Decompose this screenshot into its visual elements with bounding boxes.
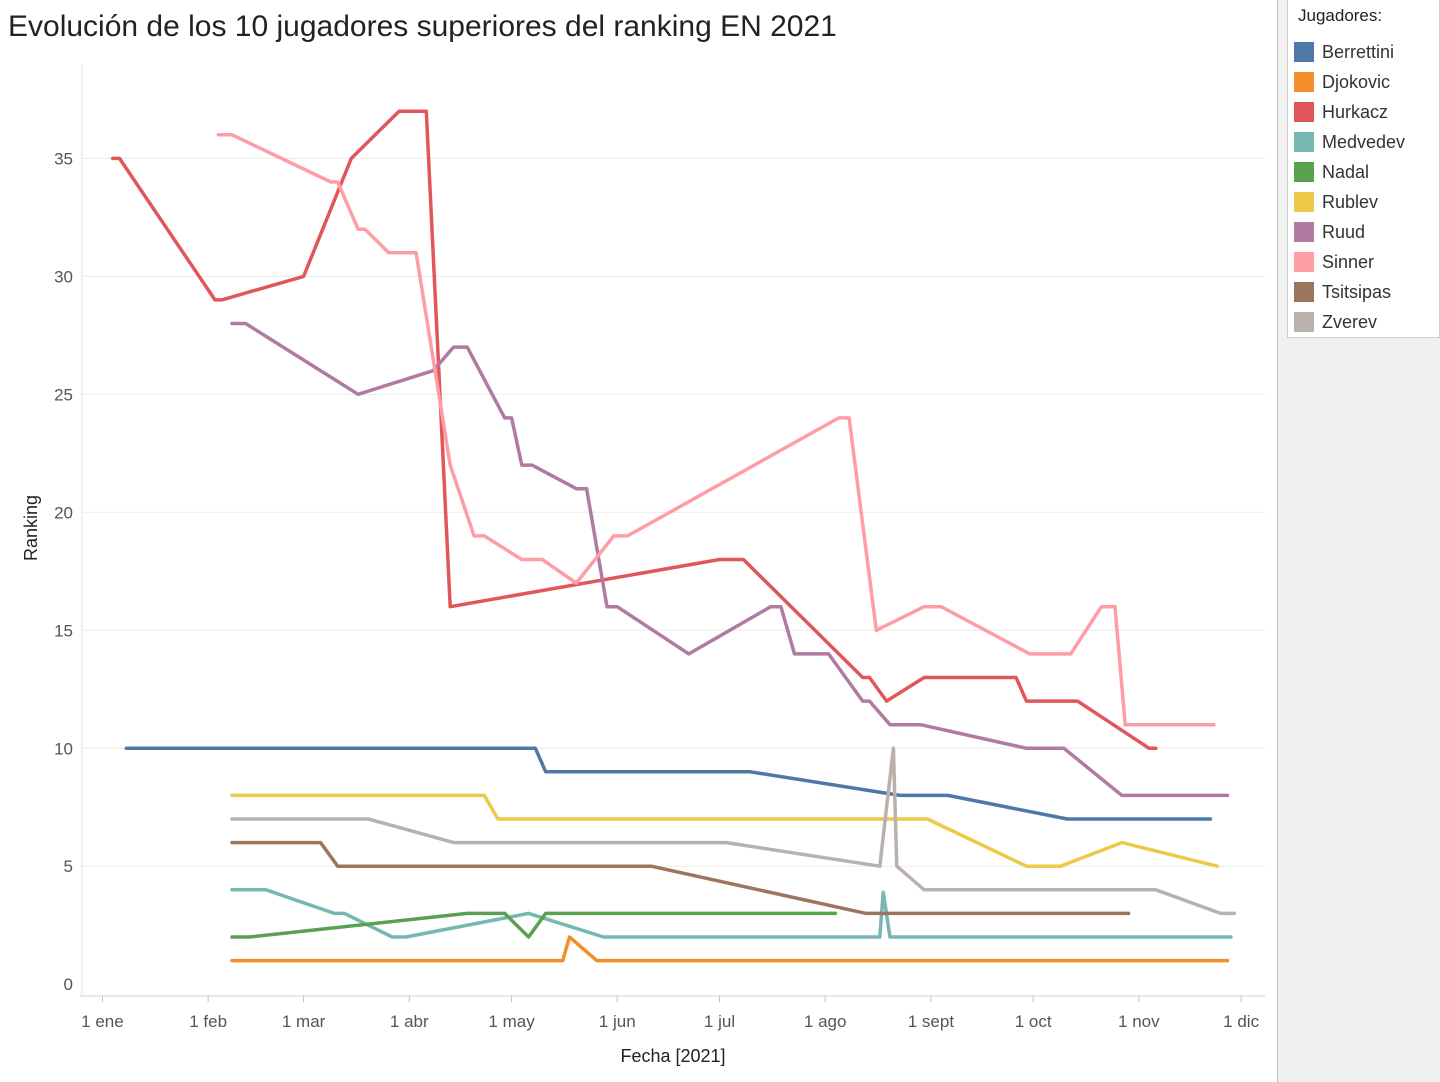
y-tick-label: 5 — [64, 857, 73, 876]
legend-item-nadal[interactable]: Nadal — [1294, 159, 1369, 185]
legend-title: Jugadores: — [1298, 6, 1383, 25]
x-tick-label: 1 may — [488, 1012, 535, 1031]
legend-item-tsitsipas[interactable]: Tsitsipas — [1294, 279, 1391, 305]
x-tick-label: 1 oct — [1015, 1012, 1052, 1031]
legend-swatch — [1294, 42, 1314, 62]
legend-swatch — [1294, 102, 1314, 122]
series-line-berrettini[interactable] — [124, 746, 1213, 821]
legend-label: Rublev — [1322, 191, 1379, 212]
y-tick-label: 20 — [54, 503, 73, 522]
x-tick-label: 1 feb — [189, 1012, 227, 1031]
x-tick-label: 1 jul — [704, 1012, 735, 1031]
series-line-ruud[interactable] — [230, 321, 1230, 798]
series-line-hurkacz[interactable] — [110, 109, 1158, 751]
legend-swatch — [1294, 282, 1314, 302]
x-tick-label: 1 sept — [908, 1012, 955, 1031]
legend-label: Sinner — [1322, 251, 1375, 272]
y-tick-label: 25 — [54, 385, 73, 404]
series-line-tsitsipas[interactable] — [230, 840, 1131, 916]
y-tick-label: 35 — [54, 149, 73, 168]
grid-lines — [82, 157, 1265, 867]
series-line-nadal[interactable] — [230, 911, 838, 939]
legend-label: Zverev — [1322, 311, 1378, 332]
series-line-zverev[interactable] — [230, 746, 1237, 916]
legend-swatch — [1294, 132, 1314, 152]
legend-swatch — [1294, 192, 1314, 212]
chart-title: Evolución de los 10 jugadores superiores… — [8, 10, 837, 43]
series-line-sinner[interactable] — [216, 133, 1216, 727]
legend: Jugadores: Berrettini Djokovic Hurkacz Medv… — [1287, 0, 1440, 338]
legend-swatch — [1294, 252, 1314, 272]
legend-item-sinner[interactable]: Sinner — [1294, 249, 1374, 275]
series-line-rublev[interactable] — [230, 793, 1220, 868]
x-tick-label: 1 dic — [1223, 1012, 1259, 1031]
legend-item-ruud[interactable]: Ruud — [1294, 219, 1365, 245]
legend-label: Tsitsipas — [1322, 281, 1392, 302]
x-tick-label: 1 abr — [390, 1012, 429, 1031]
x-tick-label: 1 ene — [81, 1012, 124, 1031]
y-tick-label: 0 — [64, 975, 73, 994]
legend-item-hurkacz[interactable]: Hurkacz — [1294, 99, 1388, 125]
y-axis-ticks: 0 5 10 15 20 25 30 35 — [54, 149, 73, 994]
x-tick-label: 1 jun — [599, 1012, 636, 1031]
x-tick-label: 1 ago — [804, 1012, 847, 1031]
legend-swatch — [1294, 162, 1314, 182]
series-line-medvedev[interactable] — [230, 888, 1233, 939]
x-tick-label: 1 mar — [282, 1012, 326, 1031]
series-lines — [110, 109, 1237, 963]
legend-swatch — [1294, 222, 1314, 242]
legend-swatch — [1294, 312, 1314, 332]
legend-item-berrettini[interactable]: Berrettini — [1294, 39, 1394, 65]
y-tick-label: 30 — [54, 267, 73, 286]
y-tick-label: 15 — [54, 621, 73, 640]
legend-label: Medvedev — [1322, 131, 1406, 152]
legend-item-zverev[interactable]: Zverev — [1294, 309, 1377, 335]
legend-item-rublev[interactable]: Rublev — [1294, 189, 1378, 215]
x-axis-ticks: 1 ene 1 feb 1 mar 1 abr 1 may 1 jun 1 jul 1 ago… — [81, 996, 1260, 1031]
y-axis-label: Ranking — [21, 495, 41, 561]
legend-label: Nadal — [1322, 161, 1370, 182]
legend-label: Ruud — [1322, 221, 1366, 242]
y-tick-label: 10 — [54, 739, 73, 758]
legend-item-medvedev[interactable]: Medvedev — [1294, 129, 1405, 155]
legend-item-djokovic[interactable]: Djokovic — [1294, 69, 1390, 95]
series-line-djokovic[interactable] — [230, 935, 1230, 963]
legend-label: Djokovic — [1322, 71, 1391, 92]
line-chart: 0 5 10 15 20 25 30 35 1 ene 1 feb 1 mar 1 abr 1 may… — [21, 64, 1265, 1066]
legend-label: Hurkacz — [1322, 101, 1389, 122]
legend-label: Berrettini — [1322, 41, 1395, 62]
legend-swatch — [1294, 72, 1314, 92]
x-tick-label: 1 nov — [1118, 1012, 1160, 1031]
x-axis-label: Fecha [2021] — [620, 1046, 725, 1066]
